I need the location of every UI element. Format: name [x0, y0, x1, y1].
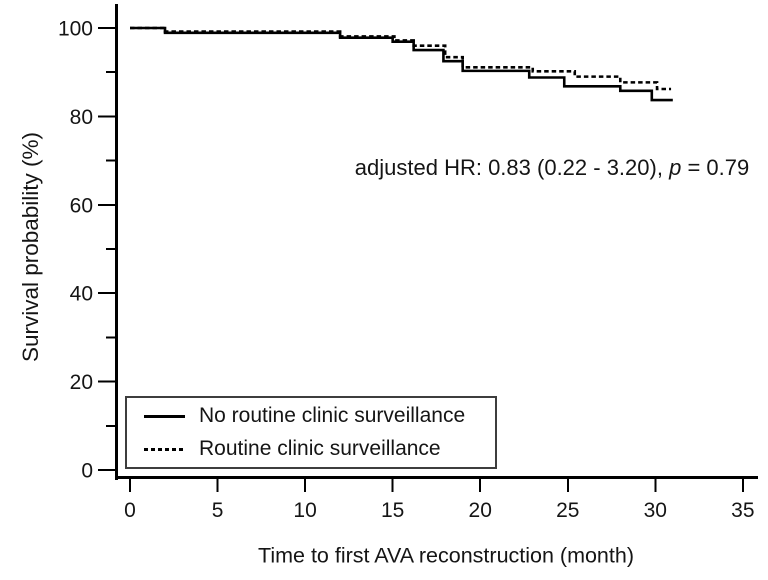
y-tick-label: 20 [70, 371, 93, 394]
legend-box: No routine clinic surveillance Routine c… [125, 396, 497, 469]
annotation-prefix: adjusted HR: 0.83 (0.22 - 3.20), [354, 155, 670, 180]
legend-label-no-routine: No routine clinic surveillance [199, 404, 466, 427]
dashed-line-sample-icon [144, 447, 185, 451]
annotation-p-italic: p [669, 155, 682, 180]
x-tick-label: 35 [731, 499, 754, 522]
legend-item-no-routine: No routine clinic surveillance [144, 403, 495, 430]
x-tick-label: 25 [556, 499, 579, 522]
y-tick-label: 80 [70, 106, 93, 129]
solid-line-sample-icon [144, 414, 185, 418]
x-tick-label: 0 [124, 499, 136, 522]
legend-item-routine: Routine clinic surveillance [144, 436, 495, 463]
x-tick-label: 15 [381, 499, 404, 522]
hazard-ratio-annotation: adjusted HR: 0.83 (0.22 - 3.20), p = 0.7… [355, 155, 749, 181]
x-tick-label: 20 [469, 499, 492, 522]
x-axis-title: Time to first AVA reconstruction (month) [258, 543, 634, 568]
y-tick-label: 0 [81, 460, 93, 483]
x-tick-label: 30 [644, 499, 667, 522]
y-tick-label: 60 [70, 194, 93, 217]
x-tick-label: 5 [212, 499, 224, 522]
y-tick-label: 40 [70, 283, 93, 306]
annotation-suffix: = 0.79 [681, 155, 750, 180]
y-axis-title: Survival probability (%) [18, 131, 43, 363]
km-curve-solid [130, 26, 673, 102]
legend-label-routine: Routine clinic surveillance [199, 437, 441, 460]
km-curve-dashed [130, 26, 672, 91]
y-tick-label: 100 [58, 18, 93, 41]
x-tick-label: 10 [293, 499, 316, 522]
